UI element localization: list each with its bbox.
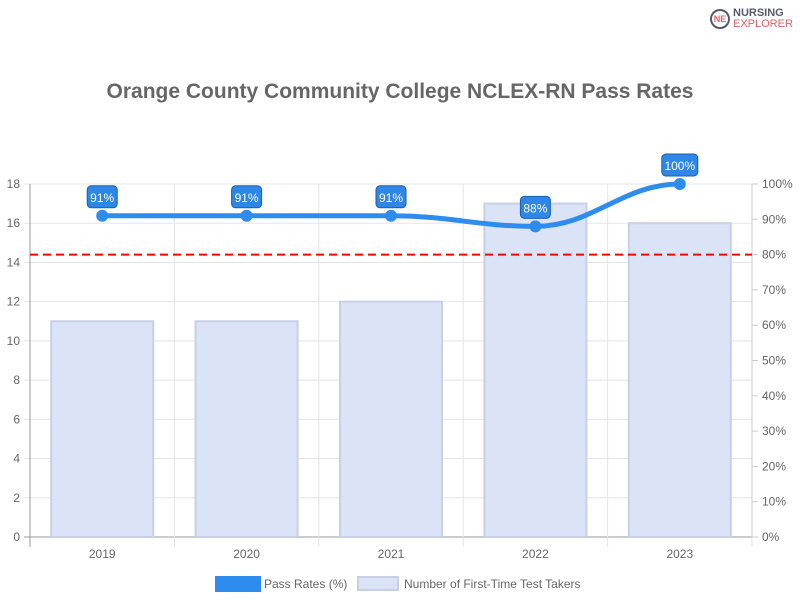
pass-rate-point bbox=[529, 220, 542, 233]
legend-swatch-pass-rates bbox=[215, 576, 261, 592]
right-tick-label: 80% bbox=[762, 248, 786, 262]
legend-label-test-takers: Number of First-Time Test Takers bbox=[404, 577, 580, 591]
bar bbox=[194, 320, 299, 538]
left-tick-label: 14 bbox=[7, 255, 21, 269]
data-label-box bbox=[86, 185, 118, 209]
right-tick-label: 40% bbox=[762, 389, 786, 403]
right-tick-label: 10% bbox=[762, 495, 786, 509]
legend-swatch-test-takers bbox=[357, 576, 399, 591]
x-tick-label: 2021 bbox=[378, 547, 405, 561]
legend-label-pass-rates: Pass Rates (%) bbox=[264, 577, 347, 591]
x-tick-label: 2019 bbox=[89, 547, 116, 561]
left-tick-label: 4 bbox=[13, 452, 20, 466]
right-tick-label: 70% bbox=[762, 283, 786, 297]
right-tick-label: 100% bbox=[762, 177, 793, 191]
right-tick-label: 50% bbox=[762, 354, 786, 368]
pass-rate-point bbox=[673, 178, 686, 190]
data-label-box bbox=[375, 185, 407, 209]
x-tick-label: 2022 bbox=[522, 547, 549, 561]
right-tick-label: 90% bbox=[762, 212, 786, 226]
data-label-box bbox=[519, 195, 551, 219]
x-tick-label: 2023 bbox=[666, 547, 693, 561]
left-tick-label: 16 bbox=[7, 216, 21, 230]
bar bbox=[50, 320, 155, 538]
data-label: 100% bbox=[664, 159, 695, 173]
nursing-explorer-logo: NE NURSING EXPLORER bbox=[710, 8, 793, 30]
left-tick-label: 18 bbox=[7, 177, 21, 191]
data-label: 91% bbox=[235, 191, 259, 205]
logo-mark-icon: NE bbox=[710, 9, 730, 29]
left-tick-label: 12 bbox=[7, 295, 21, 309]
chart-title: Orange County Community College NCLEX-RN… bbox=[106, 80, 694, 103]
data-label: 91% bbox=[90, 191, 114, 205]
data-label: 88% bbox=[523, 201, 547, 215]
right-tick-label: 20% bbox=[762, 459, 786, 473]
left-tick-label: 6 bbox=[13, 412, 20, 426]
x-tick-label: 2020 bbox=[233, 547, 260, 561]
bar bbox=[627, 222, 732, 538]
left-tick-label: 8 bbox=[13, 373, 20, 387]
bar bbox=[483, 202, 588, 538]
data-label: 91% bbox=[379, 191, 403, 205]
right-tick-label: 30% bbox=[762, 424, 786, 438]
right-tick-label: 0% bbox=[762, 530, 780, 544]
logo-line1: NURSING bbox=[733, 7, 784, 19]
bar bbox=[339, 300, 443, 538]
left-tick-label: 10 bbox=[7, 334, 21, 348]
pass-rate-point bbox=[385, 209, 397, 222]
data-label-box bbox=[231, 185, 263, 209]
pass-rate-point bbox=[240, 209, 253, 222]
left-tick-label: 0 bbox=[13, 530, 20, 544]
logo-line2: EXPLORER bbox=[733, 18, 793, 30]
right-tick-label: 60% bbox=[762, 318, 786, 332]
left-tick-label: 2 bbox=[13, 491, 20, 505]
data-label-box bbox=[661, 153, 699, 177]
pass-rate-point bbox=[96, 209, 109, 222]
